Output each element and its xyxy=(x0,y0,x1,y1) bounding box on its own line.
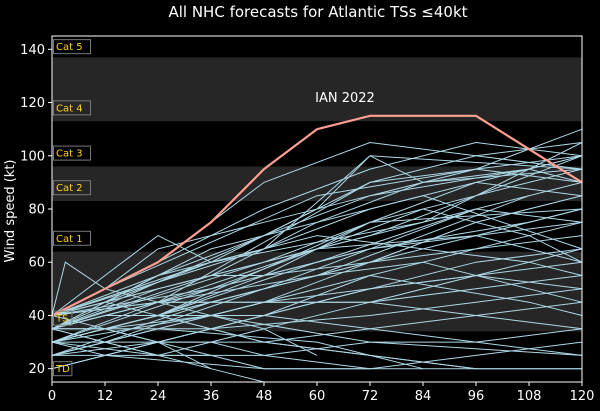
x-tick-label-3: 36 xyxy=(203,389,220,404)
x-tick-label-6: 72 xyxy=(362,389,379,404)
y-tick-label-6: 140 xyxy=(20,43,45,58)
x-tick-label-2: 24 xyxy=(150,389,167,404)
y-tick-label-5: 120 xyxy=(20,96,45,111)
y-tick-label-0: 20 xyxy=(28,362,45,377)
category-label-0: TD xyxy=(55,364,70,375)
forecast-line-23 xyxy=(51,248,583,356)
category-band-6 xyxy=(52,36,582,58)
x-tick-label-9: 108 xyxy=(517,389,542,404)
highlight-annotation: IAN 2022 xyxy=(315,91,375,106)
category-label-1: TS xyxy=(55,314,68,325)
forecast-line-40 xyxy=(51,195,583,330)
highlight-line xyxy=(51,114,583,317)
forecast-line-51 xyxy=(51,328,211,356)
category-label-box-1 xyxy=(53,310,73,326)
forecast-line-37 xyxy=(51,155,583,330)
forecast-line-49 xyxy=(51,221,583,343)
forecast-line-27 xyxy=(51,288,583,330)
forecast-line-16 xyxy=(51,261,159,316)
forecast-line-30 xyxy=(51,155,583,330)
forecast-line-48 xyxy=(51,181,583,330)
x-tick-label-8: 96 xyxy=(468,389,485,404)
category-label-box-6 xyxy=(53,39,91,55)
y-tick-label-1: 40 xyxy=(28,309,45,324)
x-tick-label-4: 48 xyxy=(256,389,273,404)
forecast-line-55 xyxy=(51,274,583,343)
category-label-box-0 xyxy=(53,361,73,377)
forecast-line-46 xyxy=(51,195,530,343)
forecast-line-29 xyxy=(51,168,583,316)
category-label-box-4 xyxy=(53,145,91,161)
x-tick-label-5: 60 xyxy=(309,389,326,404)
category-labels: TD TS Cat 1 Cat 2 Cat 3 Cat 4 Cat 5 xyxy=(53,39,91,377)
axes: 0 12 24 36 48 60 72 84 96 108 120 20 40 60 80 100 120 140 xyxy=(20,35,595,404)
y-tick-label-3: 80 xyxy=(28,203,45,218)
forecast-line-26 xyxy=(51,341,583,370)
category-label-3: Cat 2 xyxy=(56,183,83,194)
y-tick-label-2: 60 xyxy=(28,256,45,271)
x-tick-label-0: 0 xyxy=(48,389,56,404)
x-tick-label-10: 120 xyxy=(570,389,595,404)
x-tick-label-7: 84 xyxy=(415,389,432,404)
category-label-4: Cat 3 xyxy=(56,149,83,160)
forecast-line-53 xyxy=(51,328,424,370)
category-label-box-5 xyxy=(53,100,91,116)
forecast-line-32 xyxy=(51,261,583,356)
category-bands xyxy=(52,36,582,382)
category-label-box-2 xyxy=(53,230,91,246)
category-label-5: Cat 4 xyxy=(56,103,83,114)
category-label-box-3 xyxy=(53,180,91,196)
y-tick-label-4: 100 xyxy=(20,149,45,164)
highlight-series xyxy=(51,114,583,317)
forecast-line-54 xyxy=(51,208,583,316)
chart-title: All NHC forecasts for Atlantic TSs ≤40kt xyxy=(168,3,467,21)
forecast-line-1 xyxy=(51,128,583,316)
x-tick-label-1: 12 xyxy=(97,389,114,404)
category-label-6: Cat 5 xyxy=(56,42,83,53)
y-axis-label: Wind speed (kt) xyxy=(3,160,18,263)
category-label-2: Cat 1 xyxy=(56,234,83,245)
category-band-5 xyxy=(52,57,582,122)
